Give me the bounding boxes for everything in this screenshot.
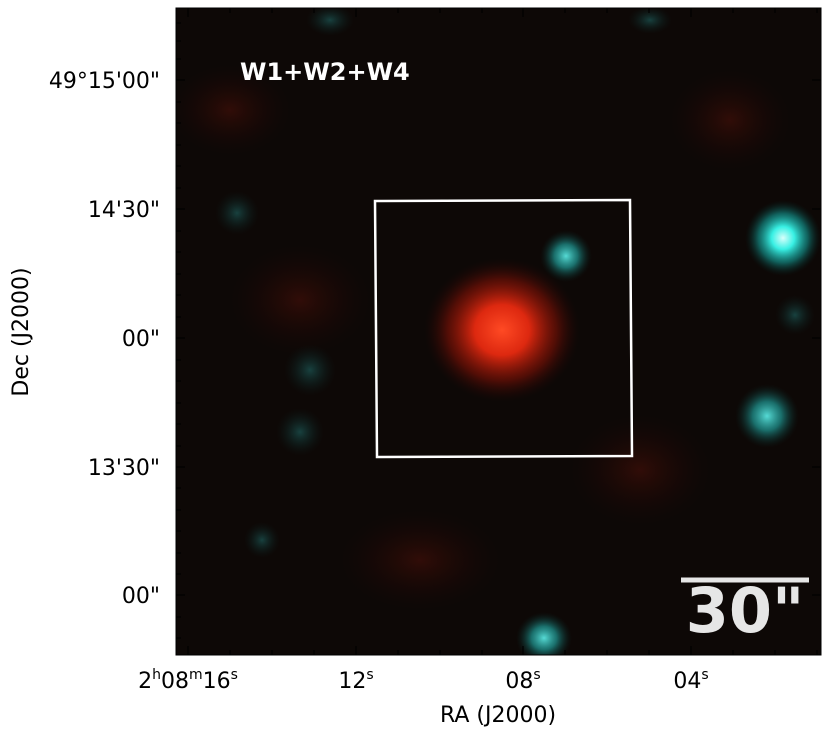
image-frame [175, 7, 822, 656]
faint-source [215, 191, 259, 235]
y-tick-label: 13'30" [88, 456, 160, 481]
x-axis-label: RA (J2000) [440, 703, 556, 728]
faint-source [775, 295, 815, 335]
faint-source [244, 522, 280, 558]
y-tick-label: 14'30" [88, 198, 160, 223]
target-source [424, 258, 580, 402]
x-tick-label: 12s [338, 667, 373, 694]
x-tick-labels: 2h08m16s 12s 08s 04s [138, 667, 709, 694]
faint-emission [570, 415, 710, 525]
y-axis-label: Dec (J2000) [9, 267, 34, 396]
faint-emission [176, 65, 290, 155]
band-label: W1+W2+W4 [240, 58, 410, 86]
star-source-bright [745, 200, 821, 276]
faint-source [306, 8, 354, 36]
faint-emission [340, 510, 500, 610]
scale-bar-label: 30" [686, 574, 805, 647]
y-tick-label: 00" [122, 584, 160, 609]
y-tick-labels: 49°15'00" 14'30" 00" 13'30" 00" [49, 69, 160, 609]
faint-source [628, 8, 672, 34]
star-source [516, 612, 572, 655]
sky-image-panel: W1+W2+W4 30" [176, 8, 821, 655]
x-tick-label: 08s [505, 667, 540, 694]
faint-emission [230, 245, 370, 355]
x-tick-label: 04s [673, 667, 708, 694]
faint-source [276, 408, 324, 456]
tick-marks [176, 8, 821, 655]
star-source [540, 230, 592, 282]
faint-source [284, 344, 336, 396]
x-tick-label: 2h08m16s [138, 667, 238, 694]
star-source [735, 384, 799, 448]
y-tick-label: 00" [122, 327, 160, 352]
aperture-box [373, 198, 634, 459]
faint-emission [670, 70, 790, 170]
y-tick-label: 49°15'00" [49, 69, 160, 94]
